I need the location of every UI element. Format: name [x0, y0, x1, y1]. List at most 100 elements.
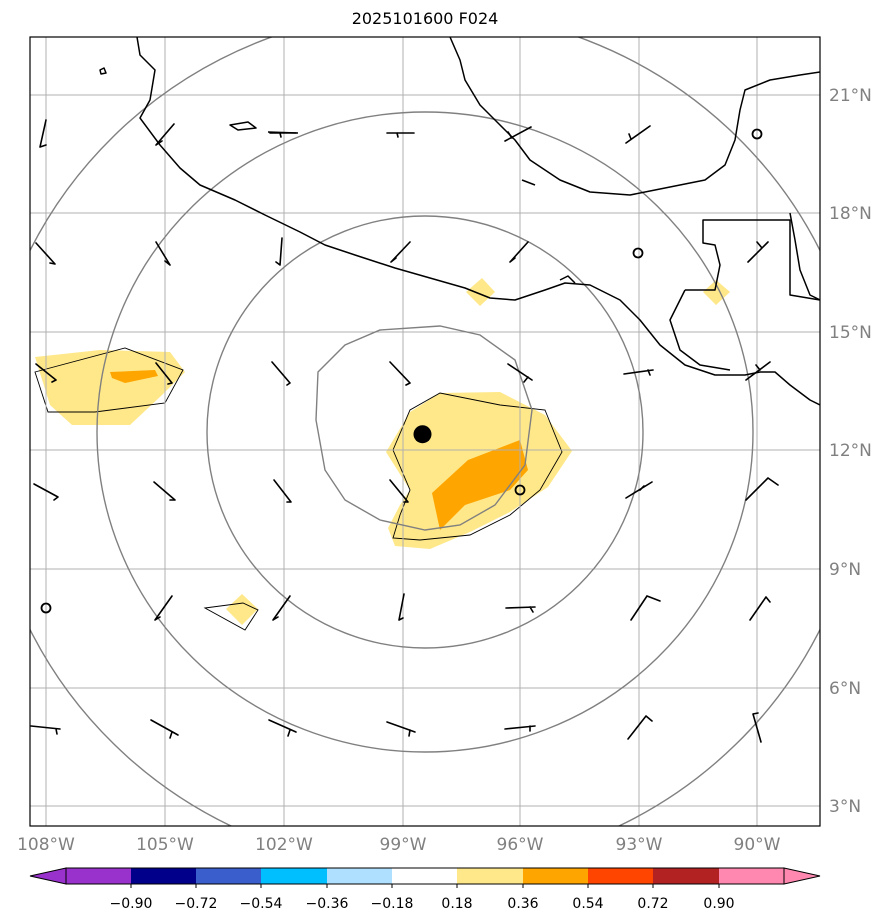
wind-barb	[30, 725, 61, 735]
field-low-small-2	[703, 280, 730, 305]
field-mid-center	[432, 440, 528, 530]
lon-tick-labels: 108°W 105°W 102°W 99°W 96°W 93°W 90°W	[17, 835, 781, 855]
colorbar-extend-low	[29, 867, 67, 885]
colorbar-swatch	[588, 868, 653, 884]
coast-pacific-mexico	[136, 37, 820, 406]
lat-tick: 12°N	[829, 441, 872, 461]
field-low-west	[35, 350, 185, 425]
range-ring-3	[96, 111, 754, 753]
colorbar-swatch	[653, 868, 719, 884]
wind-barb	[386, 721, 416, 737]
storm-center-marker	[413, 425, 432, 444]
lon-tick: 102°W	[255, 835, 313, 855]
colorbar-swatch	[523, 868, 588, 884]
map-area	[30, 37, 820, 826]
wind-barb	[275, 237, 283, 266]
colorbar-swatch	[719, 868, 784, 884]
colorbar-label: 0.18	[441, 896, 472, 912]
border-guatemala	[685, 219, 820, 301]
colorbar-label: 0.90	[703, 896, 734, 912]
coast-gulf	[449, 37, 820, 196]
wind-barb	[33, 483, 59, 501]
colorbar-swatch	[196, 868, 261, 884]
calm-markers	[40, 128, 763, 614]
island-small-4	[559, 275, 576, 284]
colorbar: −0.90 −0.72 −0.54 −0.36 −0.18 0.18 0.36 …	[29, 867, 821, 912]
field-low-small-1	[466, 278, 495, 306]
colorbar-frame	[65, 867, 785, 885]
lat-tick: 9°N	[829, 560, 861, 580]
island-small-1	[99, 67, 107, 75]
calm-marker	[751, 128, 763, 140]
wind-barb	[504, 725, 536, 732]
colorbar-label: 0.54	[572, 896, 603, 912]
wind-barb	[752, 712, 762, 743]
wind-barb	[153, 481, 176, 501]
wind-barb	[398, 593, 405, 621]
lat-tick: 21°N	[829, 86, 872, 106]
shaded-field	[35, 278, 730, 625]
map-frame	[29, 36, 821, 827]
wind-barb	[747, 241, 769, 263]
colorbar-label: −0.18	[371, 896, 414, 912]
wind-barb	[268, 719, 297, 737]
wind-barb	[623, 369, 654, 376]
wind-barb	[39, 119, 47, 148]
wind-barb	[386, 132, 415, 138]
colorbar-swatch	[66, 868, 131, 884]
wind-barb	[389, 479, 409, 503]
wind-barb	[155, 362, 173, 385]
wind-barb	[150, 719, 179, 739]
coastlines	[99, 37, 820, 406]
calm-marker	[632, 247, 644, 259]
colorbar-swatch	[261, 868, 327, 884]
field-mid-west	[110, 370, 158, 383]
contour-sw	[203, 602, 259, 631]
lat-tick-labels: 3°N 6°N 9°N 12°N 15°N 18°N 21°N	[829, 86, 872, 817]
wind-barb	[35, 363, 57, 383]
lon-tick: 99°W	[380, 835, 427, 855]
contour-center	[392, 392, 563, 541]
colorbar-swatch	[392, 868, 457, 884]
colorbar-label: 0.72	[637, 896, 668, 912]
plot-title: 2025101600 F024	[351, 9, 499, 28]
wind-barb	[509, 241, 529, 263]
lat-tick: 15°N	[829, 323, 872, 343]
lon-tick: 90°W	[734, 835, 781, 855]
grid-lines	[30, 37, 820, 826]
border-mexico-guatemala	[669, 289, 731, 371]
colorbar-swatch	[131, 868, 196, 884]
range-ring-2	[206, 215, 644, 649]
island-small-5	[521, 179, 536, 186]
wind-barb	[389, 361, 411, 386]
coast-yucatan-east	[789, 212, 820, 301]
wind-barb	[507, 363, 533, 383]
calm-marker	[514, 484, 526, 496]
range-ring-1	[315, 325, 533, 531]
lat-tick: 18°N	[829, 204, 872, 224]
calm-marker	[40, 602, 52, 614]
wind-barb	[155, 123, 175, 146]
colorbar-swatch	[327, 868, 392, 884]
wind-barb	[390, 241, 411, 263]
lat-tick: 3°N	[829, 797, 861, 817]
wind-barb	[505, 606, 536, 613]
wind-barb	[627, 715, 653, 740]
lon-tick: 96°W	[497, 835, 544, 855]
colorbar-label: −0.72	[175, 896, 218, 912]
wind-barb	[625, 125, 651, 144]
colorbar-swatch	[457, 868, 523, 884]
island-small-2	[229, 121, 257, 131]
wind-barb	[155, 241, 171, 266]
wind-barb	[154, 595, 173, 621]
wind-barb	[745, 477, 779, 501]
wind-barb	[749, 596, 771, 621]
field-low-small-3	[226, 594, 258, 625]
colorbar-extend-high	[783, 867, 821, 885]
wind-barbs	[30, 119, 779, 743]
wind-barb	[630, 595, 661, 621]
colorbar-label: −0.36	[306, 896, 349, 912]
colorbar-label: −0.54	[240, 896, 283, 912]
wind-barb	[35, 242, 56, 265]
